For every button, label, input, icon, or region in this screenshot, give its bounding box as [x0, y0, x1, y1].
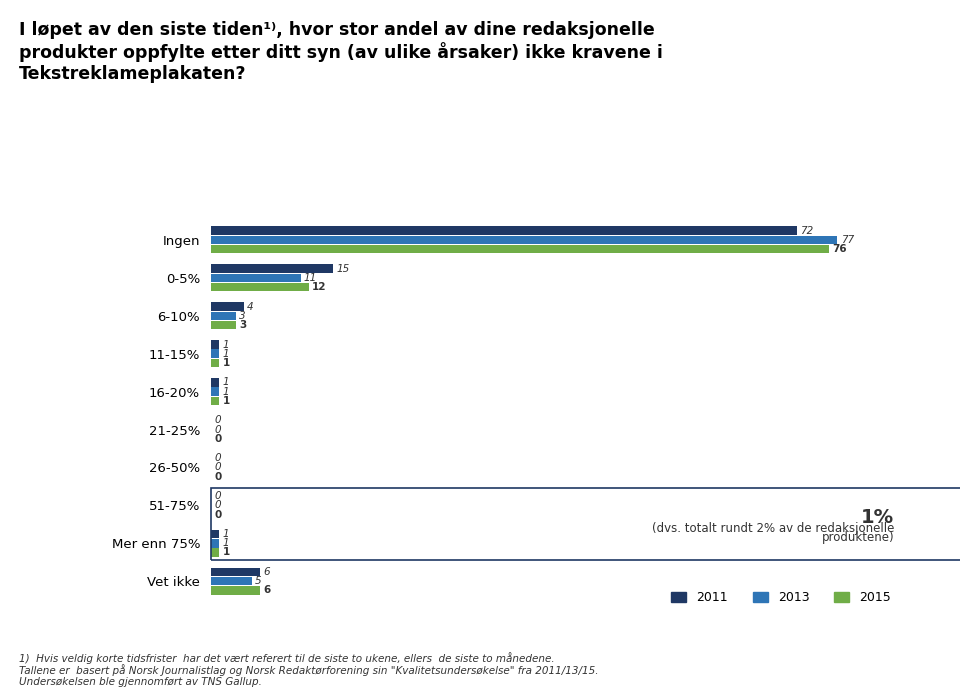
- Text: 6: 6: [263, 585, 271, 595]
- Text: (dvs. totalt rundt 2% av de redaksjonelle: (dvs. totalt rundt 2% av de redaksjonell…: [652, 522, 895, 535]
- Bar: [211, 264, 333, 273]
- Text: 0: 0: [214, 491, 221, 502]
- Text: 11: 11: [304, 273, 317, 283]
- Bar: [211, 530, 219, 538]
- Bar: [211, 577, 252, 586]
- Bar: [211, 226, 797, 235]
- Text: 3: 3: [239, 310, 246, 321]
- Bar: [211, 273, 300, 282]
- Text: Tallene er  basert på Norsk Journalistlag og Norsk Redaktørforening sin "Kvalite: Tallene er basert på Norsk Journalistlag…: [19, 664, 599, 676]
- Text: 0: 0: [214, 453, 221, 464]
- Bar: [211, 283, 309, 291]
- Legend: 2011, 2013, 2015: 2011, 2013, 2015: [666, 586, 896, 609]
- Text: 6: 6: [263, 567, 270, 578]
- Text: 12: 12: [312, 282, 326, 292]
- Bar: [211, 349, 219, 358]
- Bar: [211, 340, 219, 348]
- Text: 4: 4: [247, 302, 253, 312]
- Bar: [211, 378, 219, 386]
- Text: 5: 5: [255, 576, 262, 586]
- Bar: [211, 549, 219, 557]
- Text: 1: 1: [223, 357, 229, 368]
- Text: 3: 3: [239, 319, 246, 330]
- Bar: [211, 235, 837, 244]
- Bar: [211, 311, 235, 320]
- Text: 1: 1: [223, 538, 229, 549]
- Bar: [211, 302, 244, 311]
- Bar: [211, 539, 219, 548]
- Text: 0: 0: [214, 433, 222, 444]
- Bar: [211, 359, 219, 367]
- Text: 15: 15: [336, 264, 349, 274]
- Bar: [211, 245, 829, 253]
- Bar: [211, 586, 260, 595]
- Text: Undersøkelsen ble gjennomført av TNS Gallup.: Undersøkelsen ble gjennomført av TNS Gal…: [19, 677, 262, 687]
- Text: 77: 77: [841, 235, 853, 245]
- Text: 72: 72: [800, 226, 813, 236]
- Text: 1: 1: [223, 339, 229, 350]
- Bar: [211, 568, 260, 576]
- Bar: [211, 397, 219, 405]
- Bar: [211, 321, 235, 329]
- Bar: [211, 489, 960, 560]
- Text: 1: 1: [223, 348, 229, 359]
- Text: 0: 0: [214, 424, 221, 435]
- Text: 1: 1: [223, 547, 229, 558]
- Text: 1)  Hvis veldig korte tidsfrister  har det vært referert til de siste to ukene, : 1) Hvis veldig korte tidsfrister har det…: [19, 652, 555, 664]
- Text: 0: 0: [214, 500, 221, 511]
- Text: 0: 0: [214, 509, 222, 520]
- Text: 1%: 1%: [861, 508, 895, 527]
- Text: 76: 76: [832, 244, 847, 254]
- Bar: [211, 387, 219, 396]
- Text: 0: 0: [214, 471, 222, 482]
- Text: 1: 1: [223, 395, 229, 406]
- Text: 0: 0: [214, 462, 221, 473]
- Text: I løpet av den siste tiden¹⁾, hvor stor andel av dine redaksjonelle
produkter op: I løpet av den siste tiden¹⁾, hvor stor …: [19, 21, 663, 83]
- Text: 1: 1: [223, 529, 229, 540]
- Text: 1: 1: [223, 377, 229, 388]
- Text: produktene): produktene): [822, 531, 895, 544]
- Text: 0: 0: [214, 415, 221, 426]
- Text: 1: 1: [223, 386, 229, 397]
